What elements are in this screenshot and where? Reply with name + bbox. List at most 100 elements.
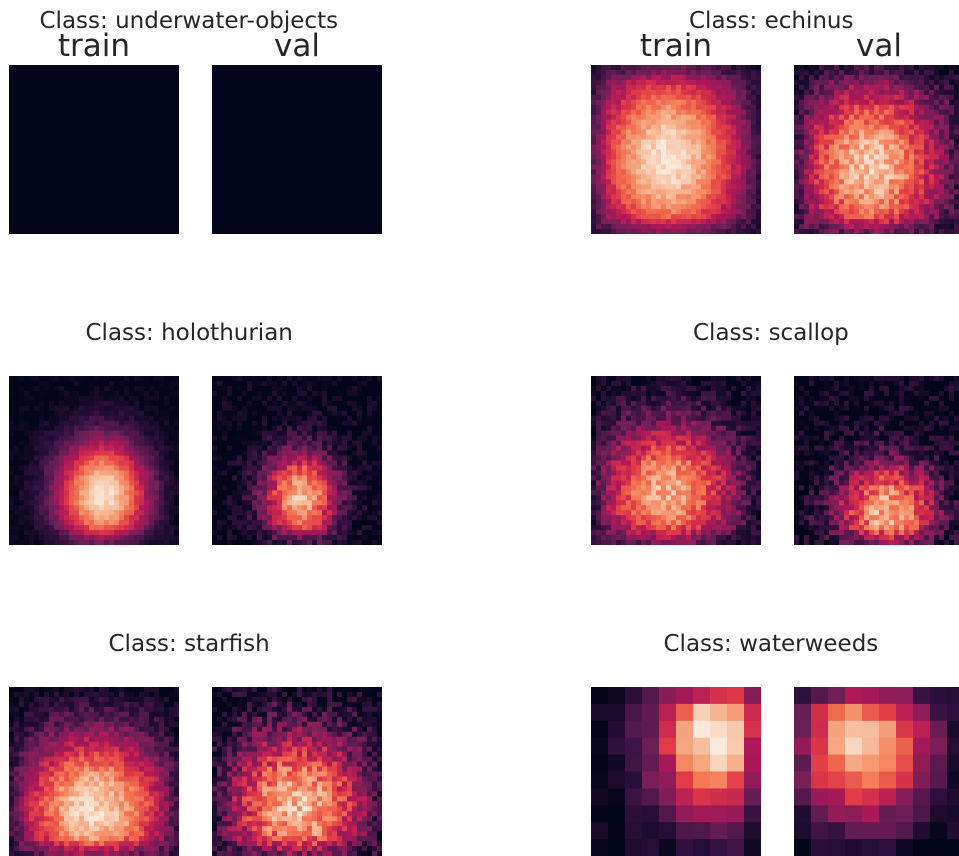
- heat-cell: [14, 436, 19, 441]
- heat-cell: [99, 224, 104, 229]
- heat-cell: [706, 174, 711, 179]
- heat-cell: [149, 125, 154, 130]
- heat-cell: [29, 174, 34, 179]
- heat-cell: [164, 194, 169, 199]
- heat-cell: [9, 145, 14, 150]
- heat-cell: [894, 105, 899, 110]
- heat-cell: [939, 219, 944, 224]
- heat-cell: [312, 120, 317, 125]
- heat-cell: [829, 194, 834, 199]
- heat-cell: [302, 154, 307, 159]
- heat-cell: [292, 115, 297, 120]
- heat-cell: [804, 95, 809, 100]
- heat-cell: [252, 229, 257, 234]
- heat-cell: [54, 421, 59, 426]
- heat-cell: [616, 169, 621, 174]
- heat-cell: [924, 199, 929, 204]
- heat-cell: [39, 229, 44, 234]
- heat-cell: [839, 145, 844, 150]
- heat-cell: [54, 480, 59, 485]
- heat-cell: [89, 209, 94, 214]
- heat-cell: [884, 120, 889, 125]
- heat-cell: [24, 199, 29, 204]
- heat-cell: [322, 229, 327, 234]
- heat-cell: [257, 229, 262, 234]
- heat-cell: [829, 154, 834, 159]
- heat-cell: [874, 194, 879, 199]
- heat-cell: [292, 209, 297, 214]
- heat-cell: [377, 120, 382, 125]
- heat-cell: [104, 199, 109, 204]
- heat-cell: [14, 490, 19, 495]
- heat-cell: [292, 174, 297, 179]
- heat-cell: [751, 90, 756, 95]
- heat-cell: [24, 470, 29, 475]
- heat-cell: [899, 154, 904, 159]
- heat-cell: [322, 204, 327, 209]
- heat-cell: [636, 130, 641, 135]
- heat-cell: [54, 401, 59, 406]
- heat-cell: [164, 174, 169, 179]
- heat-cell: [342, 115, 347, 120]
- heat-cell: [74, 174, 79, 179]
- heat-cell: [741, 75, 746, 80]
- heat-cell: [34, 150, 39, 155]
- heat-cell: [839, 105, 844, 110]
- heat-cell: [9, 125, 14, 130]
- heat-cell: [794, 125, 799, 130]
- heat-cell: [929, 120, 934, 125]
- heat-cell: [934, 145, 939, 150]
- heat-cell: [616, 140, 621, 145]
- heat-cell: [104, 135, 109, 140]
- heat-cell: [59, 426, 64, 431]
- heat-cell: [859, 115, 864, 120]
- heat-cell: [169, 159, 174, 164]
- heat-cell: [287, 80, 292, 85]
- heat-cell: [884, 95, 889, 100]
- heat-cell: [756, 135, 761, 140]
- heat-cell: [352, 125, 357, 130]
- heat-cell: [934, 164, 939, 169]
- heat-cell: [282, 140, 287, 145]
- heat-cell: [819, 90, 824, 95]
- heat-cell: [34, 169, 39, 174]
- heat-cell: [59, 70, 64, 75]
- heat-cell: [292, 65, 297, 70]
- heat-cell: [34, 535, 39, 540]
- heat-cell: [89, 174, 94, 179]
- heat-cell: [134, 65, 139, 70]
- heat-cell: [809, 135, 814, 140]
- heat-cell: [277, 115, 282, 120]
- heat-cell: [144, 100, 149, 105]
- heat-cell: [287, 110, 292, 115]
- heat-cell: [282, 159, 287, 164]
- heat-cell: [39, 95, 44, 100]
- heat-cell: [124, 145, 129, 150]
- heat-cell: [814, 130, 819, 135]
- heat-cell: [34, 530, 39, 535]
- heat-cell: [691, 184, 696, 189]
- heat-cell: [272, 70, 277, 75]
- heat-cell: [809, 80, 814, 85]
- heat-cell: [736, 70, 741, 75]
- heat-cell: [661, 115, 666, 120]
- heat-cell: [39, 75, 44, 80]
- heat-cell: [756, 154, 761, 159]
- heat-cell: [222, 130, 227, 135]
- heat-cell: [804, 189, 809, 194]
- heat-cell: [716, 214, 721, 219]
- heat-cell: [99, 130, 104, 135]
- heat-cell: [899, 150, 904, 155]
- heat-cell: [874, 184, 879, 189]
- heat-cell: [39, 461, 44, 466]
- heat-cell: [74, 125, 79, 130]
- heat-cell: [144, 194, 149, 199]
- heat-cell: [159, 120, 164, 125]
- heat-cell: [322, 105, 327, 110]
- heat-cell: [252, 95, 257, 100]
- heat-cell: [884, 199, 889, 204]
- heat-cell: [656, 85, 661, 90]
- heat-cell: [84, 115, 89, 120]
- heat-cell: [809, 219, 814, 224]
- heat-cell: [144, 85, 149, 90]
